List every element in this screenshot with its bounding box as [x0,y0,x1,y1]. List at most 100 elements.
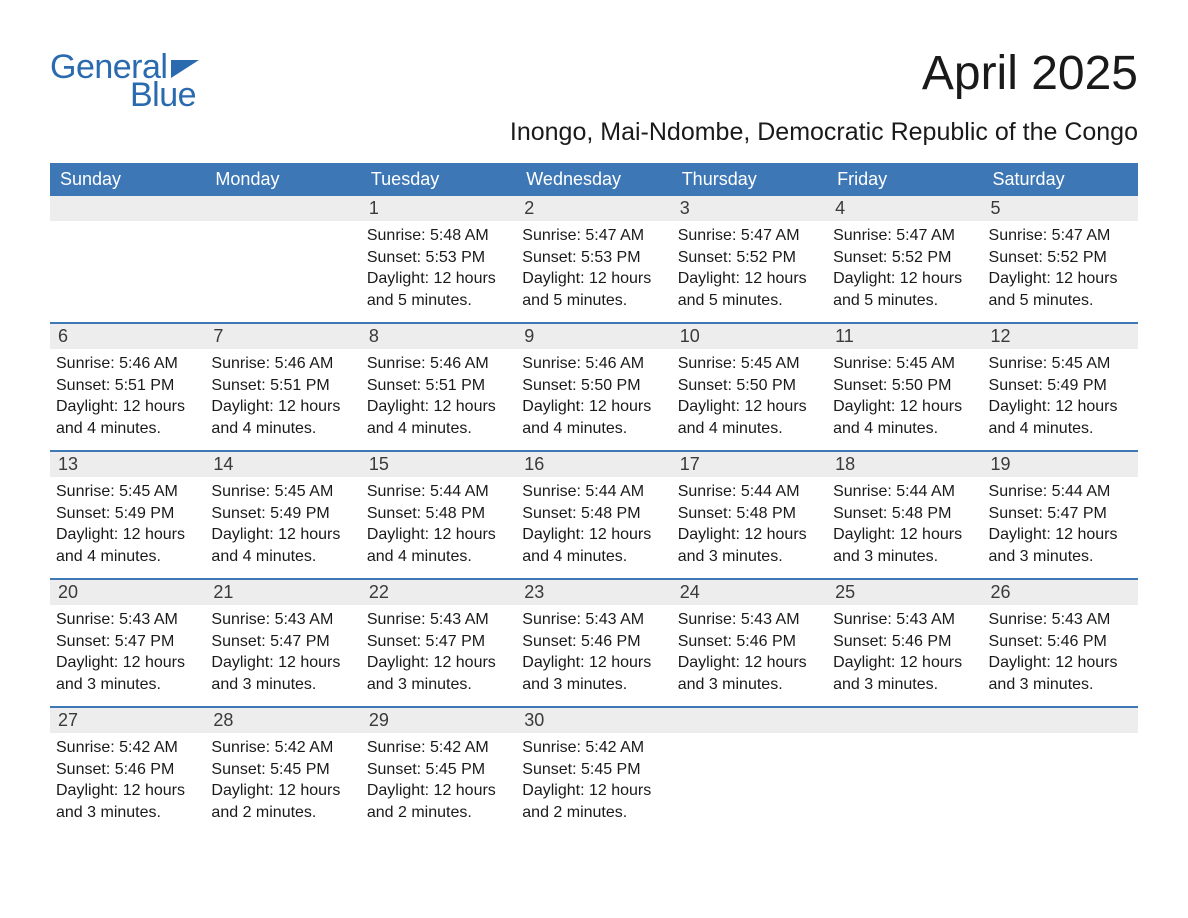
sunrise-text: Sunrise: 5:47 AM [833,225,976,247]
sunset-text: Sunset: 5:46 PM [522,631,665,653]
calendar-day-cell: 16Sunrise: 5:44 AMSunset: 5:48 PMDayligh… [516,452,671,578]
day-of-week-header: Wednesday [516,163,671,196]
daylight-text: Daylight: 12 hours and 3 minutes. [211,652,354,695]
calendar-day-cell: 12Sunrise: 5:45 AMSunset: 5:49 PMDayligh… [983,324,1138,450]
sunset-text: Sunset: 5:45 PM [211,759,354,781]
sunset-text: Sunset: 5:47 PM [367,631,510,653]
day-number: 28 [205,708,360,733]
day-number: 16 [516,452,671,477]
daylight-text: Daylight: 12 hours and 4 minutes. [211,396,354,439]
daylight-text: Daylight: 12 hours and 4 minutes. [367,396,510,439]
day-number: 26 [983,580,1138,605]
sunrise-text: Sunrise: 5:42 AM [522,737,665,759]
sunrise-text: Sunrise: 5:45 AM [678,353,821,375]
page-title: April 2025 [922,50,1138,98]
sunset-text: Sunset: 5:45 PM [522,759,665,781]
daylight-text: Daylight: 12 hours and 3 minutes. [989,652,1132,695]
calendar-day-cell [672,708,827,834]
daylight-text: Daylight: 12 hours and 3 minutes. [522,652,665,695]
sunrise-text: Sunrise: 5:42 AM [367,737,510,759]
daylight-text: Daylight: 12 hours and 2 minutes. [211,780,354,823]
sunset-text: Sunset: 5:49 PM [211,503,354,525]
daylight-text: Daylight: 12 hours and 4 minutes. [522,396,665,439]
day-details: Sunrise: 5:42 AMSunset: 5:45 PMDaylight:… [516,733,671,827]
sunrise-text: Sunrise: 5:44 AM [678,481,821,503]
sunrise-text: Sunrise: 5:44 AM [989,481,1132,503]
calendar-day-cell: 19Sunrise: 5:44 AMSunset: 5:47 PMDayligh… [983,452,1138,578]
daylight-text: Daylight: 12 hours and 4 minutes. [678,396,821,439]
sunrise-text: Sunrise: 5:46 AM [367,353,510,375]
sunrise-text: Sunrise: 5:43 AM [56,609,199,631]
sunset-text: Sunset: 5:52 PM [833,247,976,269]
sunrise-text: Sunrise: 5:45 AM [989,353,1132,375]
day-number: 14 [205,452,360,477]
calendar-body: 1Sunrise: 5:48 AMSunset: 5:53 PMDaylight… [50,196,1138,834]
day-details: Sunrise: 5:44 AMSunset: 5:48 PMDaylight:… [361,477,516,571]
day-of-week-header-row: SundayMondayTuesdayWednesdayThursdayFrid… [50,163,1138,196]
day-number [827,708,982,733]
calendar-day-cell: 27Sunrise: 5:42 AMSunset: 5:46 PMDayligh… [50,708,205,834]
day-details: Sunrise: 5:46 AMSunset: 5:51 PMDaylight:… [205,349,360,443]
sunrise-text: Sunrise: 5:46 AM [56,353,199,375]
day-number [672,708,827,733]
sunset-text: Sunset: 5:48 PM [522,503,665,525]
day-details: Sunrise: 5:44 AMSunset: 5:48 PMDaylight:… [516,477,671,571]
day-number: 7 [205,324,360,349]
day-number: 25 [827,580,982,605]
day-details: Sunrise: 5:43 AMSunset: 5:46 PMDaylight:… [983,605,1138,699]
day-of-week-header: Monday [205,163,360,196]
calendar-day-cell: 23 Sunrise: 5:43 AMSunset: 5:46 PMDayligh… [516,580,671,706]
day-details: Sunrise: 5:43 AMSunset: 5:47 PMDaylight:… [205,605,360,699]
day-details: Sunrise: 5:44 AMSunset: 5:48 PMDaylight:… [672,477,827,571]
calendar-day-cell: 4Sunrise: 5:47 AMSunset: 5:52 PMDaylight… [827,196,982,322]
logo: General Blue [50,50,201,112]
calendar-day-cell: 14Sunrise: 5:45 AMSunset: 5:49 PMDayligh… [205,452,360,578]
day-number: 21 [205,580,360,605]
day-number: 11 [827,324,982,349]
daylight-text: Daylight: 12 hours and 3 minutes. [989,524,1132,567]
calendar-day-cell: 17Sunrise: 5:44 AMSunset: 5:48 PMDayligh… [672,452,827,578]
day-number: 12 [983,324,1138,349]
day-number: 20 [50,580,205,605]
day-details: Sunrise: 5:48 AMSunset: 5:53 PMDaylight:… [361,221,516,315]
day-number: 10 [672,324,827,349]
daylight-text: Daylight: 12 hours and 4 minutes. [367,524,510,567]
sunset-text: Sunset: 5:46 PM [989,631,1132,653]
day-number: 5 [983,196,1138,221]
day-number: 30 [516,708,671,733]
sunrise-text: Sunrise: 5:47 AM [678,225,821,247]
calendar-day-cell [50,196,205,322]
day-number [205,196,360,221]
calendar-day-cell: 29Sunrise: 5:42 AMSunset: 5:45 PMDayligh… [361,708,516,834]
daylight-text: Daylight: 12 hours and 4 minutes. [522,524,665,567]
sunset-text: Sunset: 5:46 PM [833,631,976,653]
sunset-text: Sunset: 5:53 PM [522,247,665,269]
calendar-day-cell: 2Sunrise: 5:47 AMSunset: 5:53 PMDaylight… [516,196,671,322]
sunset-text: Sunset: 5:48 PM [367,503,510,525]
calendar-day-cell: 30Sunrise: 5:42 AMSunset: 5:45 PMDayligh… [516,708,671,834]
calendar-day-cell: 22Sunrise: 5:43 AMSunset: 5:47 PMDayligh… [361,580,516,706]
calendar-day-cell: 26Sunrise: 5:43 AMSunset: 5:46 PMDayligh… [983,580,1138,706]
day-of-week-header: Sunday [50,163,205,196]
day-number: 1 [361,196,516,221]
calendar-week-row: 20Sunrise: 5:43 AMSunset: 5:47 PMDayligh… [50,578,1138,706]
calendar-day-cell: 8Sunrise: 5:46 AMSunset: 5:51 PMDaylight… [361,324,516,450]
calendar-day-cell: 20Sunrise: 5:43 AMSunset: 5:47 PMDayligh… [50,580,205,706]
sunset-text: Sunset: 5:51 PM [211,375,354,397]
day-of-week-header: Thursday [672,163,827,196]
calendar-day-cell: 1Sunrise: 5:48 AMSunset: 5:53 PMDaylight… [361,196,516,322]
sunset-text: Sunset: 5:48 PM [833,503,976,525]
day-number: 23 [516,580,671,605]
calendar-day-cell: 5Sunrise: 5:47 AMSunset: 5:52 PMDaylight… [983,196,1138,322]
day-details: Sunrise: 5:43 AMSunset: 5:47 PMDaylight:… [361,605,516,699]
day-number [50,196,205,221]
sunrise-text: Sunrise: 5:43 AM [833,609,976,631]
day-details: Sunrise: 5:45 AMSunset: 5:50 PMDaylight:… [672,349,827,443]
calendar-week-row: 27Sunrise: 5:42 AMSunset: 5:46 PMDayligh… [50,706,1138,834]
sunrise-text: Sunrise: 5:46 AM [211,353,354,375]
sunrise-text: Sunrise: 5:43 AM [522,609,665,631]
day-number: 22 [361,580,516,605]
day-details: Sunrise: 5:46 AMSunset: 5:50 PMDaylight:… [516,349,671,443]
day-details: Sunrise: 5:44 AMSunset: 5:48 PMDaylight:… [827,477,982,571]
day-details: Sunrise: 5:47 AMSunset: 5:52 PMDaylight:… [672,221,827,315]
